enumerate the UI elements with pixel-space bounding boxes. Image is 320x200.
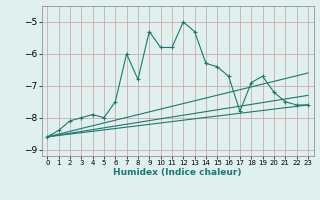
X-axis label: Humidex (Indice chaleur): Humidex (Indice chaleur) <box>113 168 242 177</box>
